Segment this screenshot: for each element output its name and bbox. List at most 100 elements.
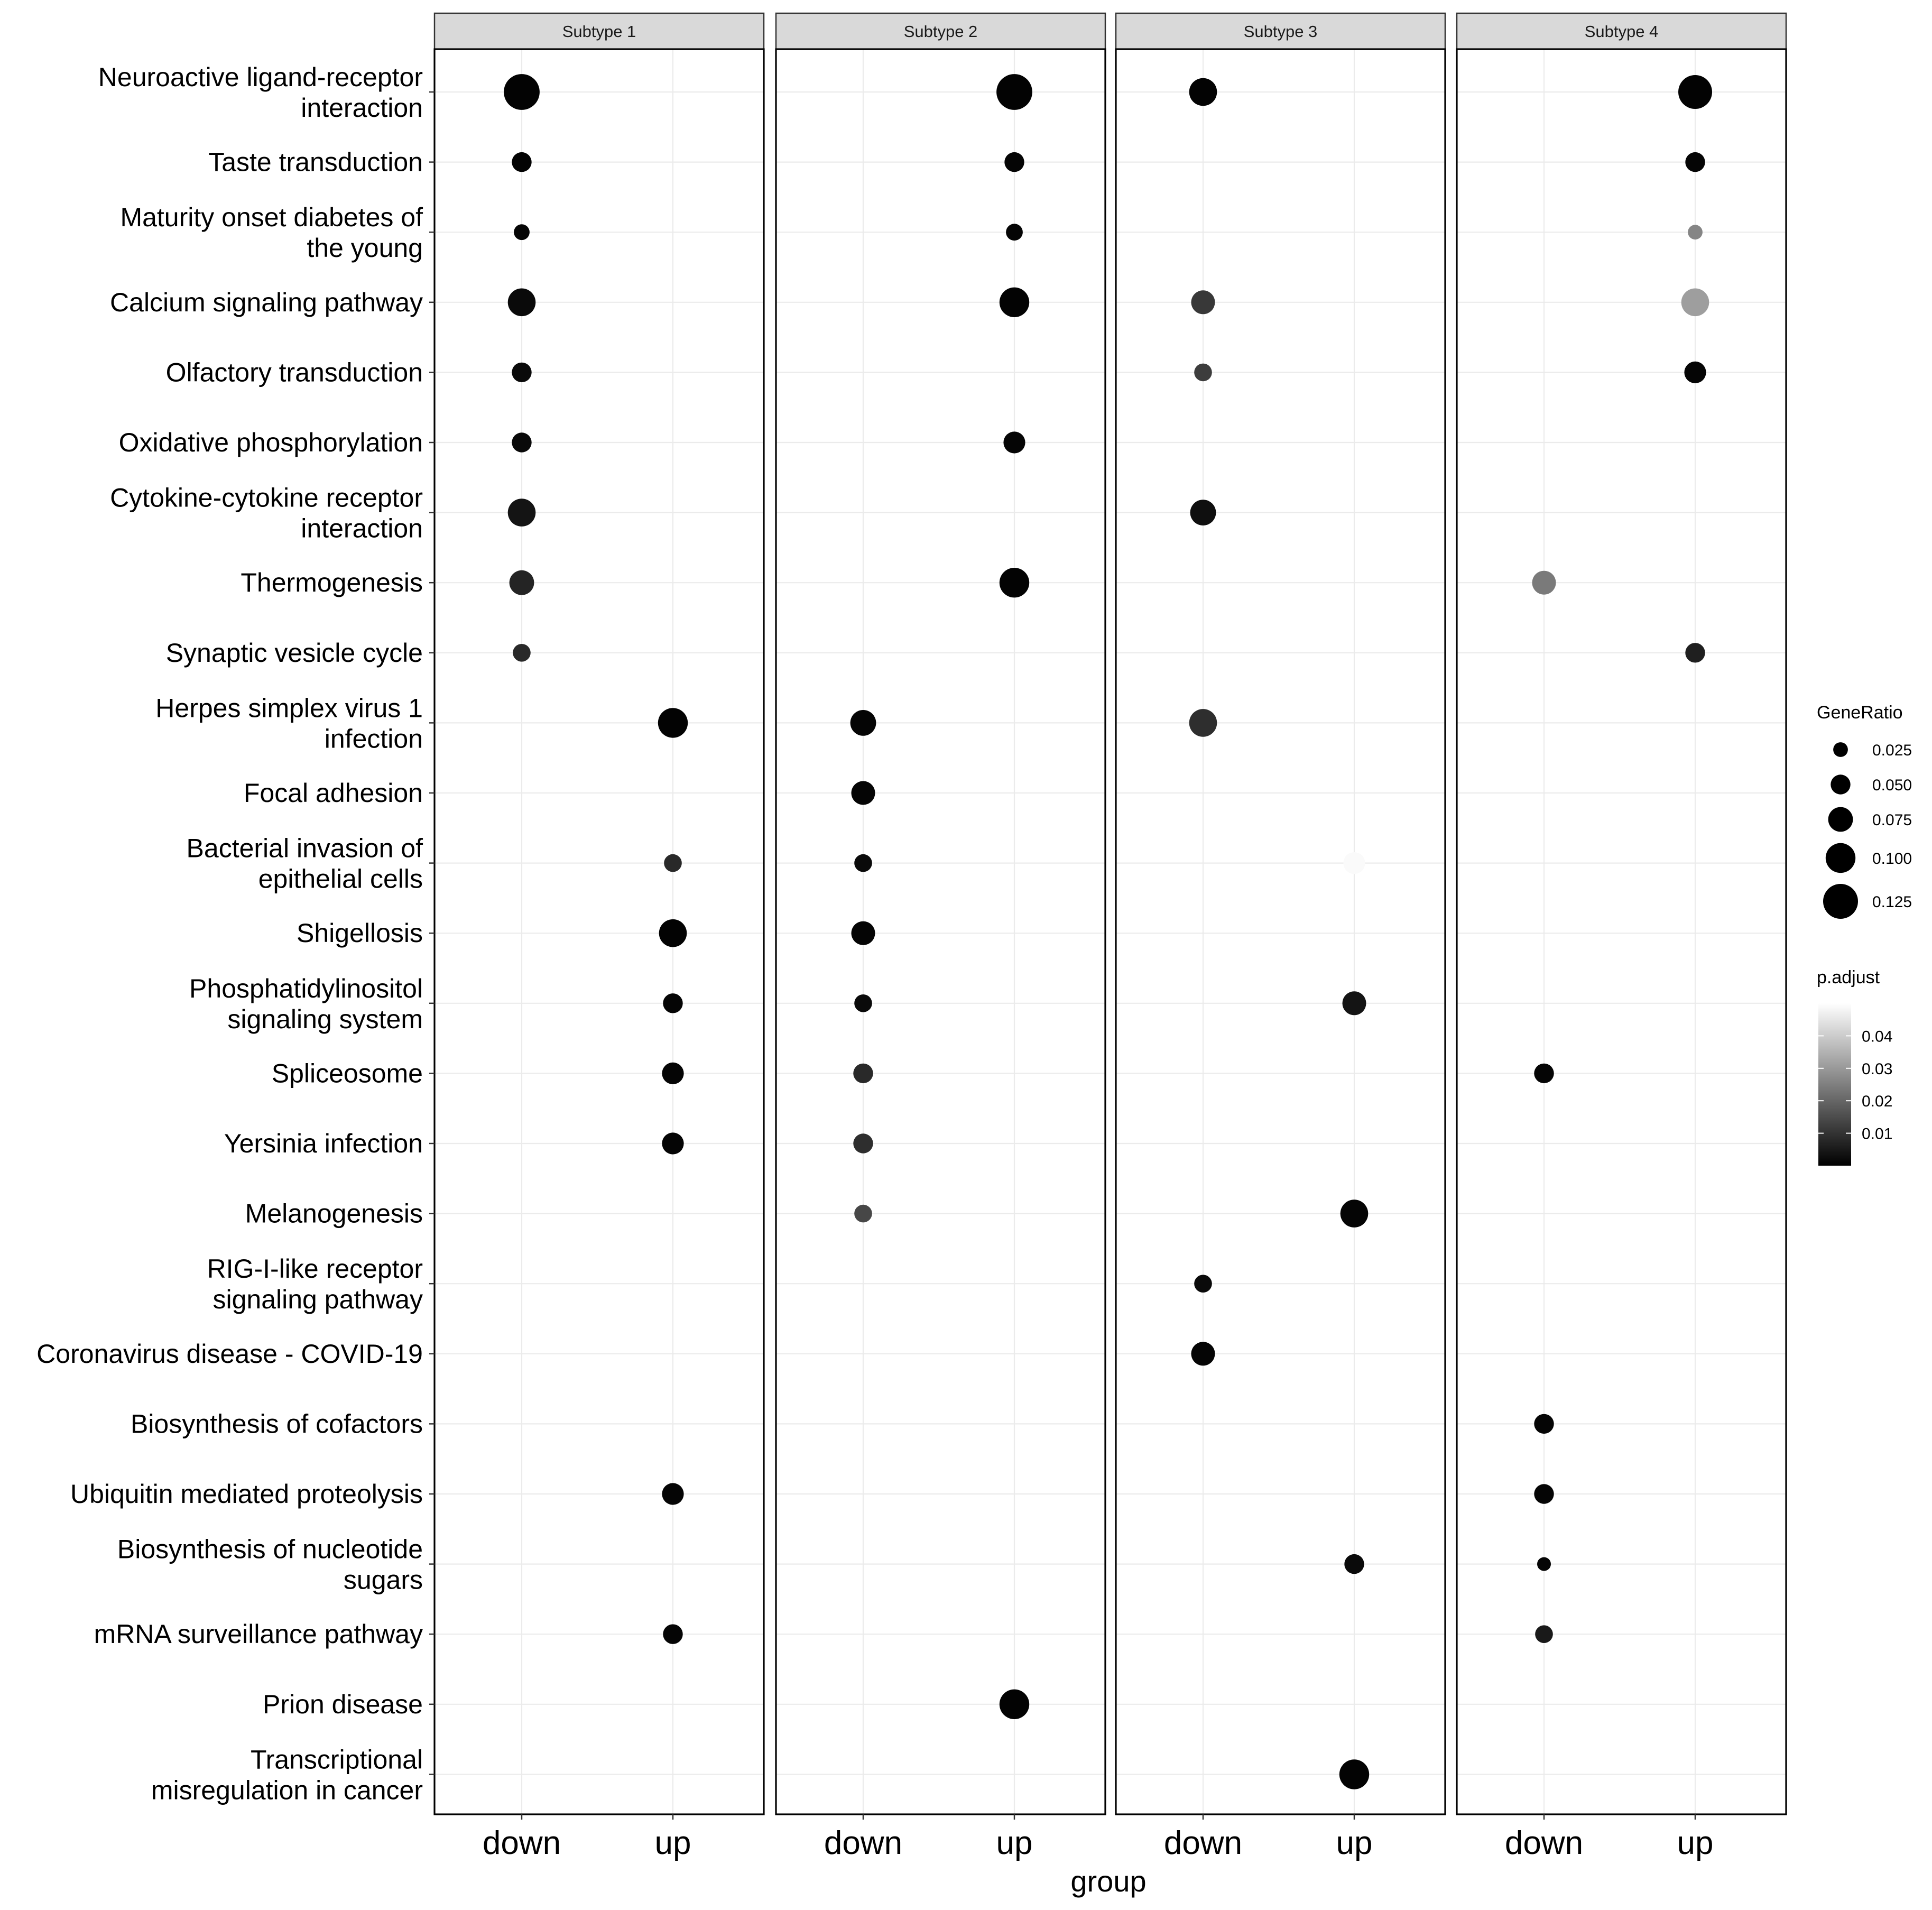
- y-axis-label-line: Maturity onset diabetes of: [120, 202, 423, 232]
- facet-strip-label: Subtype 4: [1585, 22, 1659, 41]
- y-axis-label-25: Transcriptional misregulation in cancer: [151, 1745, 423, 1805]
- dot-point: [999, 287, 1030, 317]
- dot-point: [1534, 1484, 1554, 1504]
- panel-border: [1456, 48, 1787, 1815]
- x-axis-tick-label-down: down: [1505, 1825, 1583, 1861]
- facet-strip-label: Subtype 3: [1244, 22, 1318, 41]
- legend-size-key: [1833, 742, 1848, 757]
- y-axis-label-line: misregulation in cancer: [151, 1775, 423, 1805]
- dot-point: [853, 1133, 873, 1154]
- dot-point: [1532, 570, 1556, 595]
- dot-point: [504, 74, 540, 110]
- dot-point: [512, 432, 532, 453]
- dot-point: [1189, 709, 1217, 737]
- legend-size-label: 0.125: [1872, 893, 1912, 911]
- y-axis-label-line: Phosphatidylinositol: [189, 974, 423, 1003]
- legend-size-label: 0.025: [1872, 742, 1912, 759]
- facet-strip: [775, 12, 1106, 50]
- y-axis-label-21: Ubiquitin mediated proteolysis: [70, 1479, 423, 1509]
- dot-point: [850, 710, 876, 736]
- y-axis-label-3: Maturity onset diabetes of the young: [120, 202, 423, 263]
- y-axis-label-23: mRNA surveillance pathway: [94, 1619, 423, 1649]
- legend-size-key: [1825, 843, 1856, 873]
- dot-point: [512, 152, 532, 172]
- y-axis-label-22: Biosynthesis of nucleotide sugars: [117, 1535, 423, 1595]
- y-axis-label-line: Bacterial invasion of: [187, 834, 423, 863]
- y-axis-label-15: Spliceosome: [272, 1058, 423, 1088]
- y-axis-label-19: Coronavirus disease - COVID-19: [36, 1339, 423, 1369]
- y-axis-label-line: epithelial cells: [258, 864, 423, 894]
- legend-size-title: GeneRatio: [1817, 703, 1903, 723]
- dot-point: [1340, 1199, 1369, 1228]
- x-axis-title: group: [1070, 1865, 1146, 1898]
- x-axis-tick-label-down: down: [1164, 1825, 1242, 1861]
- dot-point: [1688, 225, 1703, 240]
- dot-point: [1004, 152, 1024, 172]
- legend-generatio: GeneRatio 0.025 0.050 0.075 0.100 0.125: [1817, 703, 1912, 919]
- y-axis: Neuroactive ligand-receptor interactionTa…: [36, 62, 435, 1805]
- facet-panel-1: Subtype 1 down up: [433, 12, 765, 1861]
- panel-background: [435, 49, 764, 1814]
- dot-point: [664, 854, 682, 872]
- facet-panel-3: Subtype 3 down up: [1115, 12, 1446, 1861]
- x-axis-tick-label-up: up: [1677, 1825, 1714, 1861]
- dot-point: [854, 1204, 872, 1223]
- legend-color-title: p.adjust: [1817, 967, 1880, 988]
- y-axis-label-4: Calcium signaling pathway: [110, 288, 423, 317]
- panel-background: [1116, 49, 1445, 1814]
- dot-point: [514, 224, 530, 241]
- legend-size-key: [1828, 807, 1853, 832]
- y-axis-label-line: signaling pathway: [213, 1285, 423, 1314]
- dot-point: [659, 919, 687, 947]
- y-axis-label-line: sugars: [344, 1565, 423, 1595]
- dot-point: [853, 1063, 873, 1084]
- dot-point: [1006, 224, 1023, 241]
- dot-point: [1534, 1063, 1554, 1084]
- dot-point: [996, 74, 1032, 110]
- dot-point: [1003, 431, 1025, 454]
- y-axis-label-16: Yersinia infection: [224, 1129, 423, 1158]
- dot-point: [513, 644, 531, 662]
- dot-point: [851, 781, 875, 805]
- y-axis-label-6: Oxidative phosphorylation: [119, 428, 423, 457]
- dot-point: [1534, 1414, 1554, 1434]
- dot-point: [999, 1689, 1030, 1719]
- y-axis-label-8: Thermogenesis: [241, 568, 423, 597]
- dot-point: [1189, 78, 1217, 106]
- data-points: [504, 74, 1712, 1789]
- dot-point: [1685, 643, 1705, 663]
- facet-strip-label: Subtype 1: [562, 22, 636, 41]
- dot-point: [1191, 290, 1215, 315]
- y-axis-label-12: Bacterial invasion of epithelial cells: [187, 834, 423, 894]
- colorbar-label: 0.01: [1862, 1125, 1892, 1143]
- y-axis-label-10: Herpes simplex virus 1 infection: [155, 693, 423, 753]
- y-axis-label-14: Phosphatidylinositol signaling system: [189, 974, 423, 1034]
- dot-point: [1685, 152, 1705, 172]
- dot-point: [507, 499, 536, 527]
- x-axis-tick-label-up: up: [655, 1825, 691, 1861]
- dot-point: [658, 708, 688, 738]
- dot-point: [1535, 1625, 1553, 1643]
- y-axis-label-1: Neuroactive ligand-receptor interaction: [98, 62, 423, 123]
- y-axis-label-5: Olfactory transduction: [166, 357, 423, 387]
- y-axis-label-17: Melanogenesis: [245, 1199, 423, 1229]
- legend-size-key: [1831, 774, 1851, 795]
- dot-point: [662, 1483, 684, 1505]
- dot-point: [1190, 500, 1216, 525]
- dot-point: [1681, 288, 1709, 317]
- dot-point: [1678, 75, 1712, 109]
- colorbar-label: 0.02: [1862, 1093, 1892, 1110]
- dot-point: [1342, 991, 1366, 1016]
- y-axis-label-18: RIG-I-like receptor signaling pathway: [207, 1254, 423, 1314]
- y-axis-label-20: Biosynthesis of cofactors: [131, 1409, 423, 1438]
- panel-border: [775, 48, 1106, 1815]
- colorbar-label: 0.04: [1862, 1028, 1892, 1045]
- dot-point: [854, 994, 872, 1012]
- dot-point: [1191, 1342, 1215, 1366]
- dot-point: [1684, 361, 1706, 384]
- facet-strip: [433, 12, 765, 50]
- dot-point: [662, 1062, 684, 1084]
- dot-point: [851, 921, 875, 945]
- y-axis-label-24: Prion disease: [263, 1690, 423, 1719]
- dot-point: [1537, 1557, 1551, 1571]
